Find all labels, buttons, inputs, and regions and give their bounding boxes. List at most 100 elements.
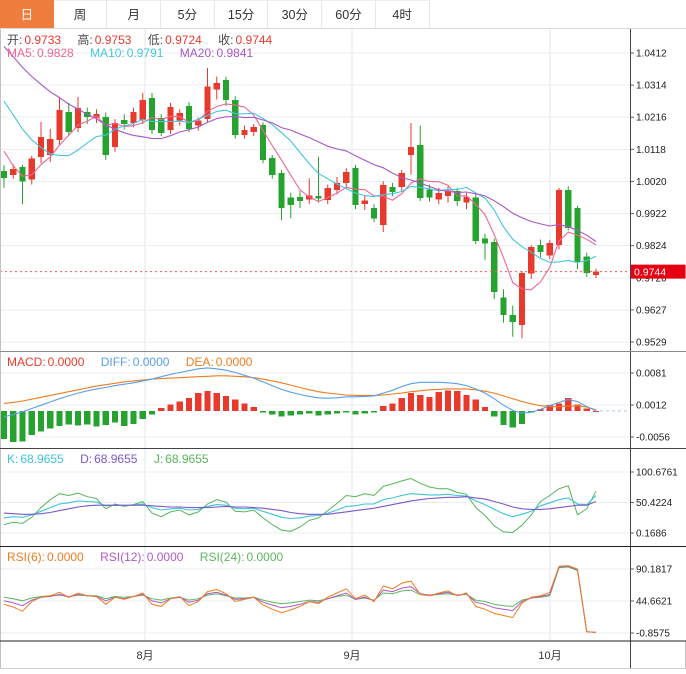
tick-label: 0.9922: [636, 209, 667, 220]
tick-label: -0.0056: [636, 433, 670, 444]
candle-body: [241, 130, 248, 136]
ma20-label: MA20:: [179, 46, 215, 60]
tick-label: 0.9627: [636, 305, 667, 316]
rsi24-value: 0.0000: [246, 550, 284, 564]
tab-30min[interactable]: 30分: [268, 0, 323, 28]
macd-bar: [389, 403, 396, 411]
candle-body: [528, 247, 535, 274]
macd-bar: [148, 410, 156, 415]
macd-bar: [47, 410, 54, 429]
candle-body: [389, 186, 396, 193]
candle-body: [583, 256, 590, 273]
rsi24-label: RSI(24):: [199, 550, 245, 564]
macd-bar: [213, 393, 220, 411]
candle-body: [130, 111, 137, 124]
tab-day[interactable]: 日: [0, 0, 54, 28]
dea-label: DEA:: [185, 355, 214, 369]
tab-5min[interactable]: 5分: [161, 0, 215, 28]
toolbar-filler: [430, 0, 686, 28]
macd-bar: [130, 410, 137, 424]
candle-body: [546, 243, 553, 256]
close-value: 0.9744: [235, 33, 273, 47]
d-line: [3, 496, 597, 515]
candle-body: [139, 99, 146, 121]
candle-body: [417, 144, 424, 198]
rsi24-line: [3, 566, 597, 633]
candle-body: [195, 120, 202, 126]
tick-label: 0.0012: [636, 401, 667, 412]
kdj-legend: K: 68.9655 D: 68.9655 J: 68.9655: [7, 452, 222, 466]
d-value: 68.9655: [94, 452, 138, 466]
macd-bar: [306, 410, 313, 414]
candle-body: [500, 297, 507, 315]
macd-bar: [158, 408, 165, 411]
candle-body: [491, 242, 498, 292]
grid-layer: [0, 28, 630, 641]
macd-bar: [28, 410, 35, 436]
macd-bar: [417, 394, 424, 411]
ma20-line: [3, 46, 597, 242]
macd-bar: [111, 410, 119, 423]
macd-bar: [546, 405, 553, 411]
candle-body: [380, 184, 387, 226]
tab-4hour[interactable]: 4时: [375, 0, 430, 28]
candles-layer: [0, 68, 600, 339]
tab-week[interactable]: 周: [53, 0, 108, 28]
x-axis-labels: 8月 9月 10月: [136, 650, 561, 662]
macd-bar: [185, 397, 193, 411]
macd-bar: [435, 392, 442, 411]
dea-value: 0.0000: [215, 355, 253, 369]
ohlc-legend: 开: 0.9733 高: 0.9753 低: 0.9724 收: 0.9744: [7, 31, 285, 48]
macd-bar: [518, 410, 526, 424]
k-label: K:: [7, 452, 19, 466]
macd-bar: [102, 410, 109, 425]
macd-value: 0.0000: [47, 355, 85, 369]
main-panel: [0, 46, 630, 339]
macd-bar: [204, 391, 211, 411]
rsi6-value: 0.0000: [47, 550, 84, 564]
candle-body: [278, 173, 285, 209]
candle-body: [343, 172, 350, 183]
tab-60min[interactable]: 60分: [322, 0, 376, 28]
candle-body: [324, 187, 331, 200]
j-label: J:: [153, 452, 164, 466]
candle-body: [185, 106, 193, 129]
tick-label: 90.1817: [636, 565, 673, 576]
macd-bar: [259, 410, 267, 413]
d-label: D:: [80, 452, 93, 466]
candle-body: [213, 83, 220, 90]
candle-body: [0, 171, 8, 179]
price-badge-rect: [630, 264, 686, 279]
tick-label: 0.9529: [636, 338, 667, 349]
macd-bar: [444, 390, 452, 411]
candle-body: [167, 107, 174, 130]
macd-bar: [167, 404, 174, 411]
macd-bar: [370, 410, 378, 413]
candle-body: [333, 182, 341, 191]
month-label: 10月: [538, 650, 561, 662]
macd-bar: [324, 410, 331, 415]
candle-body: [259, 125, 267, 161]
tick-label: 1.0118: [636, 145, 666, 156]
candle-body: [121, 120, 128, 125]
tab-15min[interactable]: 15分: [214, 0, 269, 28]
macd-bar: [398, 397, 405, 411]
rsi6-label: RSI(6):: [7, 550, 46, 564]
open-label: 开:: [7, 33, 23, 47]
macd-bar: [19, 410, 26, 442]
macd-bar: [296, 410, 304, 415]
macd-bar: [278, 410, 285, 417]
month-label: 8月: [136, 650, 153, 662]
ma5-line: [3, 103, 597, 291]
candle-body: [19, 166, 26, 182]
macd-bar: [56, 410, 63, 426]
candle-body: [407, 146, 415, 156]
tab-month[interactable]: 月: [107, 0, 162, 28]
k-line: [3, 493, 597, 520]
ma10-label: MA10:: [90, 46, 125, 60]
macd-bar: [315, 410, 322, 416]
macd-bar: [241, 403, 248, 411]
macd-bar: [509, 410, 516, 428]
